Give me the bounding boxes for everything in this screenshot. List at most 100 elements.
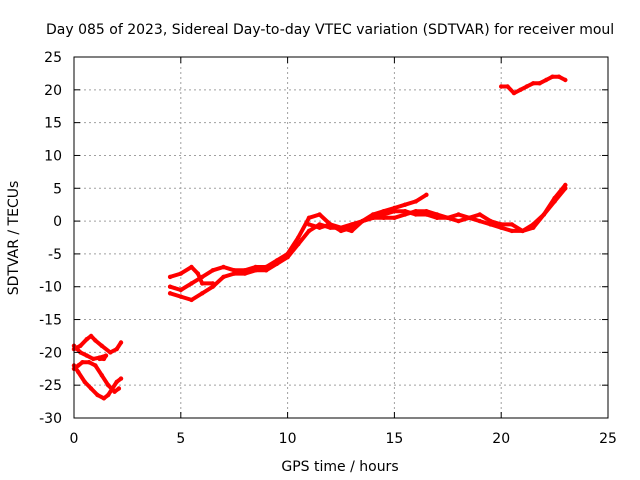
- data-point: [101, 356, 107, 362]
- y-tick-label: -5: [48, 247, 62, 263]
- data-point: [424, 209, 429, 214]
- data-point: [413, 209, 418, 214]
- x-tick-label: 20: [492, 431, 510, 447]
- data-point: [84, 353, 90, 358]
- data-point: [511, 90, 517, 96]
- data-point: [381, 215, 386, 220]
- data-point: [537, 81, 542, 86]
- data-point: [86, 360, 92, 365]
- data-point: [99, 373, 105, 378]
- data-point: [189, 297, 194, 303]
- data-point: [392, 205, 397, 211]
- data-point: [106, 383, 111, 388]
- data-point: [242, 268, 248, 273]
- data-point: [349, 225, 354, 230]
- x-tick-label: 5: [176, 431, 185, 447]
- y-axis-ticks: -30 -25 -20 -15 -10 -5 0 5 10 15 20 25: [39, 50, 608, 427]
- data-series: [71, 74, 568, 401]
- y-tick-label: 0: [53, 214, 62, 230]
- data-point: [99, 343, 105, 348]
- data-point: [509, 222, 515, 227]
- data-point: [95, 392, 100, 398]
- data-point: [84, 337, 90, 342]
- data-point: [499, 225, 504, 230]
- x-tick-label: 0: [70, 431, 79, 447]
- y-tick-label: 10: [44, 148, 62, 164]
- data-point: [112, 389, 117, 394]
- data-point: [118, 340, 124, 345]
- data-point: [370, 215, 376, 220]
- data-point: [296, 241, 301, 247]
- data-point: [76, 363, 81, 368]
- y-tick-label: -10: [39, 280, 62, 296]
- data-point: [306, 228, 312, 234]
- data-point: [541, 212, 547, 217]
- data-point: [477, 212, 482, 217]
- data-point: [531, 225, 536, 230]
- data-point: [285, 251, 290, 257]
- data-point: [210, 281, 215, 286]
- data-point: [118, 376, 124, 381]
- data-point: [317, 225, 322, 230]
- x-axis-label: GPS time / hours: [281, 459, 398, 475]
- data-point: [178, 271, 183, 276]
- data-point: [434, 212, 440, 217]
- y-tick-label: 15: [44, 116, 62, 132]
- data-point: [103, 353, 109, 358]
- data-point: [456, 212, 461, 217]
- data-point: [108, 350, 113, 355]
- data-point: [116, 386, 122, 391]
- data-point: [167, 274, 173, 280]
- data-point: [189, 281, 194, 286]
- data-point: [200, 281, 205, 286]
- data-point: [253, 264, 258, 270]
- data-point: [306, 222, 312, 227]
- data-point: [200, 291, 205, 296]
- data-point: [91, 356, 96, 362]
- data-point: [456, 218, 461, 224]
- chart-title: Day 085 of 2023, Sidereal Day-to-day VTE…: [46, 22, 614, 38]
- data-point: [524, 84, 529, 89]
- data-point: [178, 287, 183, 293]
- plot-frame: [73, 56, 609, 419]
- x-tick-label: 10: [279, 431, 297, 447]
- data-point: [232, 271, 237, 276]
- data-point: [402, 202, 408, 207]
- data-point: [274, 258, 280, 263]
- data-point: [114, 346, 119, 352]
- data-point: [381, 212, 386, 217]
- data-point: [477, 218, 482, 224]
- data-point: [93, 338, 98, 343]
- y-tick-label: 5: [53, 181, 62, 197]
- data-point: [167, 291, 173, 296]
- data-point: [80, 360, 85, 365]
- data-point: [499, 222, 504, 227]
- data-point: [392, 209, 397, 214]
- data-point: [296, 235, 301, 240]
- data-point: [264, 268, 269, 273]
- y-tick-label: -30: [39, 411, 62, 427]
- data-point: [82, 379, 87, 385]
- series-arc-3: [72, 363, 123, 401]
- data-point: [88, 386, 94, 391]
- data-point: [531, 81, 536, 86]
- data-point: [88, 333, 94, 339]
- data-point: [97, 356, 102, 362]
- data-point: [264, 264, 269, 270]
- y-tick-label: 20: [44, 83, 62, 99]
- data-point: [543, 77, 549, 83]
- data-point: [232, 268, 237, 273]
- data-point: [306, 215, 312, 220]
- y-tick-label: -20: [39, 345, 62, 361]
- data-point: [328, 222, 333, 227]
- data-point: [221, 264, 226, 270]
- x-axis-ticks: 0 5 10 15 20 25: [70, 57, 617, 447]
- data-point: [509, 228, 515, 234]
- data-point: [563, 182, 568, 188]
- data-point: [338, 228, 344, 234]
- data-point: [392, 215, 397, 220]
- data-point: [520, 228, 525, 234]
- data-point: [93, 363, 98, 368]
- data-point: [488, 218, 493, 224]
